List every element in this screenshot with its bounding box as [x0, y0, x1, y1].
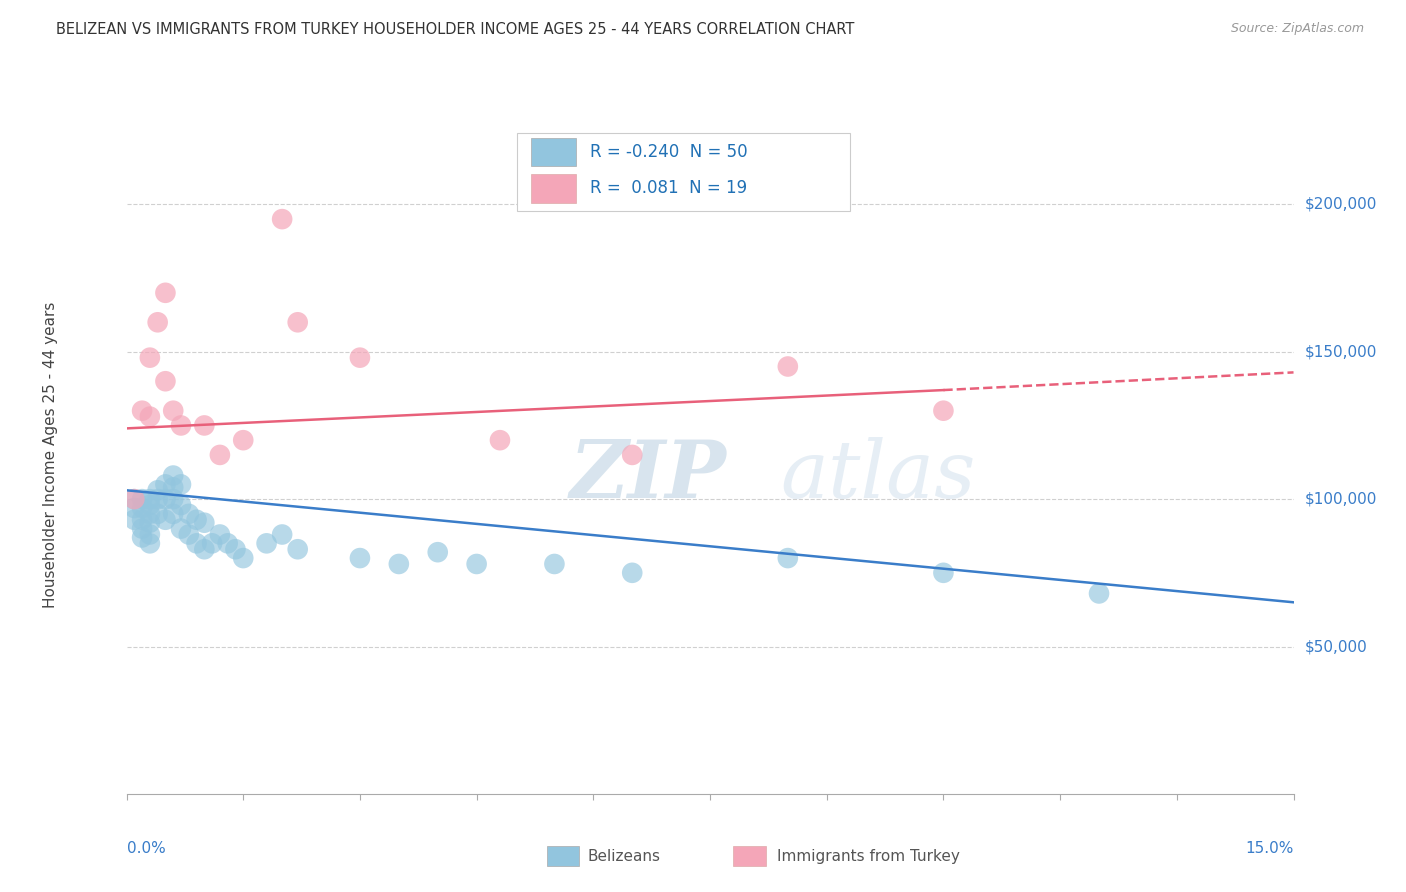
- Point: [162, 492, 184, 507]
- Point: [193, 418, 215, 433]
- Point: [287, 542, 309, 557]
- Point: [139, 536, 162, 550]
- Text: $150,000: $150,000: [1305, 344, 1376, 359]
- Point: [162, 403, 184, 417]
- Point: [177, 507, 200, 521]
- Point: [155, 492, 177, 507]
- Point: [621, 566, 644, 580]
- Point: [155, 285, 177, 300]
- Point: [139, 516, 162, 530]
- Text: ZIP: ZIP: [569, 436, 727, 514]
- Point: [621, 448, 644, 462]
- Point: [139, 492, 162, 507]
- Point: [162, 468, 184, 483]
- Point: [170, 498, 193, 512]
- Point: [131, 500, 153, 515]
- Text: $100,000: $100,000: [1305, 491, 1376, 507]
- Point: [131, 522, 153, 536]
- Point: [271, 527, 294, 541]
- Point: [146, 507, 169, 521]
- Text: Source: ZipAtlas.com: Source: ZipAtlas.com: [1230, 22, 1364, 36]
- Point: [217, 536, 239, 550]
- Point: [349, 551, 371, 566]
- Point: [177, 527, 200, 541]
- Point: [776, 551, 799, 566]
- Point: [139, 409, 162, 424]
- Point: [124, 500, 146, 515]
- Point: [256, 536, 278, 550]
- FancyBboxPatch shape: [531, 137, 576, 166]
- Point: [543, 557, 565, 571]
- Point: [201, 536, 224, 550]
- Point: [139, 507, 162, 521]
- Point: [139, 527, 162, 541]
- Point: [193, 542, 215, 557]
- Point: [146, 315, 169, 329]
- Point: [139, 498, 162, 512]
- Point: [388, 557, 411, 571]
- FancyBboxPatch shape: [517, 133, 851, 211]
- Point: [131, 513, 153, 527]
- Point: [146, 483, 169, 498]
- Text: atlas: atlas: [780, 436, 976, 514]
- Point: [162, 507, 184, 521]
- Point: [232, 551, 254, 566]
- Point: [155, 477, 177, 491]
- Point: [170, 418, 193, 433]
- Point: [489, 433, 512, 447]
- Point: [193, 516, 215, 530]
- Point: [139, 351, 162, 365]
- Point: [208, 448, 231, 462]
- Point: [287, 315, 309, 329]
- Point: [124, 513, 146, 527]
- Point: [186, 513, 208, 527]
- Point: [932, 403, 955, 417]
- Text: $50,000: $50,000: [1305, 639, 1368, 654]
- Point: [271, 212, 294, 227]
- Point: [224, 542, 246, 557]
- Point: [131, 403, 153, 417]
- Text: 0.0%: 0.0%: [127, 841, 166, 856]
- FancyBboxPatch shape: [547, 847, 579, 866]
- Point: [131, 492, 153, 507]
- Text: Belizeans: Belizeans: [588, 849, 661, 863]
- Point: [426, 545, 449, 559]
- FancyBboxPatch shape: [734, 847, 766, 866]
- Point: [155, 513, 177, 527]
- Text: 15.0%: 15.0%: [1246, 841, 1294, 856]
- Point: [208, 527, 231, 541]
- Point: [1088, 586, 1111, 600]
- Point: [131, 531, 153, 545]
- Text: R = -0.240  N = 50: R = -0.240 N = 50: [591, 143, 748, 161]
- Point: [465, 557, 488, 571]
- Point: [155, 374, 177, 388]
- FancyBboxPatch shape: [531, 174, 576, 202]
- Text: BELIZEAN VS IMMIGRANTS FROM TURKEY HOUSEHOLDER INCOME AGES 25 - 44 YEARS CORRELA: BELIZEAN VS IMMIGRANTS FROM TURKEY HOUSE…: [56, 22, 855, 37]
- Text: $200,000: $200,000: [1305, 197, 1376, 212]
- Point: [186, 536, 208, 550]
- Text: Householder Income Ages 25 - 44 years: Householder Income Ages 25 - 44 years: [44, 301, 58, 608]
- Point: [232, 433, 254, 447]
- Point: [349, 351, 371, 365]
- Point: [146, 492, 169, 507]
- Point: [162, 480, 184, 494]
- Point: [170, 477, 193, 491]
- Point: [776, 359, 799, 374]
- Point: [124, 492, 146, 507]
- Text: R =  0.081  N = 19: R = 0.081 N = 19: [591, 179, 747, 197]
- Point: [932, 566, 955, 580]
- Point: [124, 492, 146, 507]
- Point: [170, 522, 193, 536]
- Text: Immigrants from Turkey: Immigrants from Turkey: [776, 849, 959, 863]
